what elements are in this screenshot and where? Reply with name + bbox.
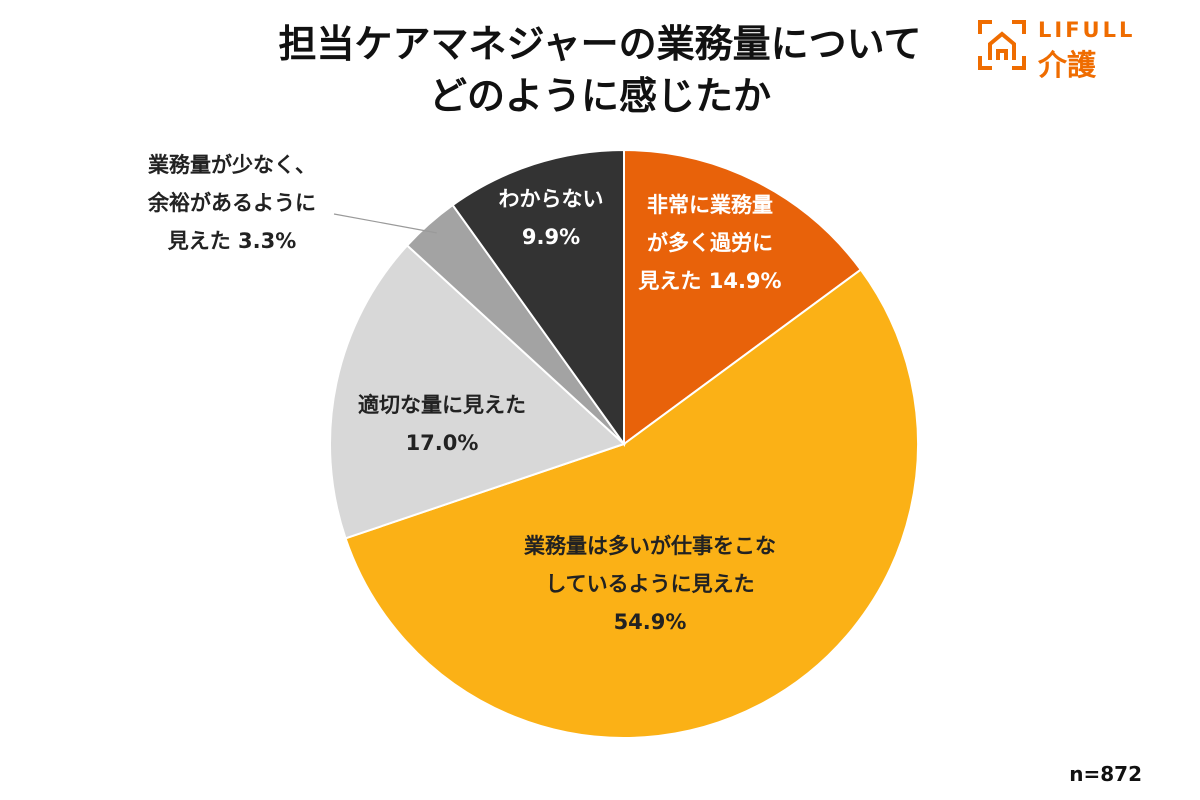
slice-label-2-line-2: しているように見えた (545, 572, 754, 596)
slice-label-3-line-2: 17.0% (406, 431, 479, 455)
slice-label-1-line-3: 見えた 14.9% (638, 269, 781, 293)
slice-label-1-line-2: が多く過労に (647, 231, 773, 255)
slice-label-4-line-2: 余裕があるように (147, 191, 316, 215)
slice-label-4-line-3: 見えた 3.3% (168, 229, 297, 253)
house-bracket-icon (978, 20, 1026, 70)
chart-title-line-1: 担当ケアマネジャーの業務量について (278, 22, 922, 66)
slice-label-3: 適切な量に見えた 17.0% (358, 393, 526, 455)
logo-subtitle: 介護 (1038, 48, 1097, 82)
pie-slice-1 (623, 148, 863, 446)
slice-label-2-line-3: 54.9% (614, 610, 687, 634)
logo-wordmark: LIFULL (1038, 18, 1136, 42)
slice-label-5: わからない 9.9% (499, 187, 604, 249)
slice-label-2: 業務量は多いが仕事をこなしているように見えた 54.9% (524, 534, 776, 634)
slice-label-4-line-1: 業務量が少なく、 (148, 153, 316, 177)
pie-slice-2 (344, 268, 919, 739)
slice-label-5-line-1: わからない (499, 187, 604, 211)
leader-line-4 (333, 213, 437, 234)
pie-slice-3 (329, 244, 626, 540)
chart-title-line-2: どのように感じたか (428, 74, 771, 118)
slice-label-1-line-1: 非常に業務量 (647, 193, 773, 217)
slice-label-4: 業務量が少なく、余裕があるように見えた 3.3% (147, 153, 316, 253)
chart-title: 担当ケアマネジャーの業務量について どのように感じたか (0, 18, 1200, 122)
slice-label-1: 非常に業務量が多く過労に見えた 14.9% (638, 193, 781, 293)
sample-size-label: n=872 (1069, 762, 1142, 786)
lifull-kaigo-logo: LIFULL 介護 (976, 18, 1156, 82)
slice-label-2-line-1: 業務量は多いが仕事をこな (524, 534, 776, 558)
slice-label-3-line-1: 適切な量に見えた (358, 393, 526, 417)
pie-slice-5 (451, 148, 625, 448)
slice-label-5-line-2: 9.9% (522, 225, 580, 249)
